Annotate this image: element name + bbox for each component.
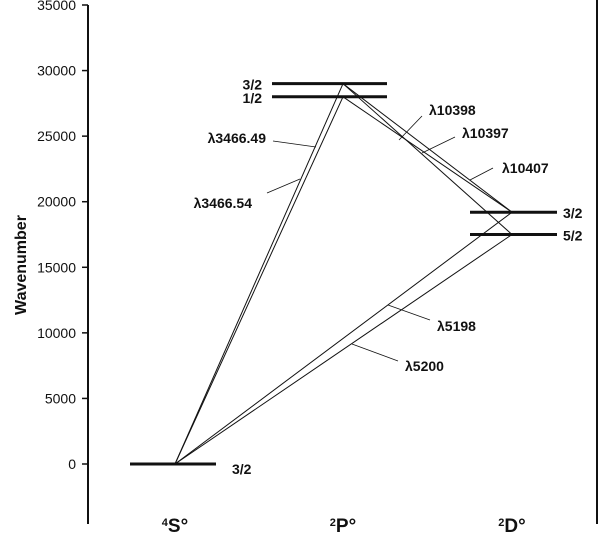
term-label-D: 2D° (498, 516, 525, 537)
leader-line (272, 140, 317, 148)
transition-label: λ10407 (502, 160, 549, 176)
transition-line (342, 83, 513, 213)
transition-label: λ5200 (405, 358, 444, 374)
leader-line (421, 136, 456, 154)
term-label-P: 2P° (330, 516, 356, 537)
leader-line (469, 167, 494, 181)
transition-label: λ10398 (429, 102, 476, 118)
transition-line (174, 211, 513, 465)
transition-label: λ10397 (462, 125, 509, 141)
leader-line (387, 304, 431, 321)
level-j-label: 3/2 (243, 77, 263, 93)
level-j-label: 1/2 (243, 90, 263, 106)
transition-label: λ3466.54 (194, 195, 253, 211)
y-tick-label: 25000 (37, 128, 76, 144)
level-j-label: 3/2 (563, 205, 583, 221)
y-tick-label: 30000 (37, 63, 76, 79)
y-tick-label: 20000 (37, 194, 76, 210)
level-j-label: 3/2 (232, 461, 252, 477)
transition-line (174, 96, 344, 465)
y-tick-label: 5000 (45, 390, 76, 406)
y-axis-label: Wavenumber (13, 215, 30, 315)
y-tick-label: 0 (68, 456, 76, 472)
leader-line (398, 115, 423, 141)
level-j-label: 5/2 (563, 228, 583, 244)
leader-line (266, 178, 301, 194)
transition-line (342, 83, 513, 235)
term-label-S: 4S° (162, 516, 188, 537)
transition-label: λ5198 (437, 318, 476, 334)
y-tick-label: 10000 (37, 325, 76, 341)
transition-label: λ3466.49 (208, 130, 267, 146)
transition-line (342, 96, 513, 213)
y-tick-label: 35000 (37, 0, 76, 13)
transition-line (174, 234, 513, 465)
leader-line (351, 343, 399, 362)
y-tick-label: 15000 (37, 259, 76, 275)
